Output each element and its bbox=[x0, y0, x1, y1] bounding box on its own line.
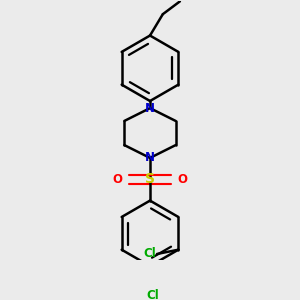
Text: O: O bbox=[177, 173, 187, 186]
Text: Cl: Cl bbox=[143, 247, 156, 260]
Text: Cl: Cl bbox=[146, 290, 159, 300]
Text: S: S bbox=[145, 172, 155, 186]
Text: N: N bbox=[145, 102, 155, 115]
Text: N: N bbox=[145, 152, 155, 164]
Text: O: O bbox=[113, 173, 123, 186]
